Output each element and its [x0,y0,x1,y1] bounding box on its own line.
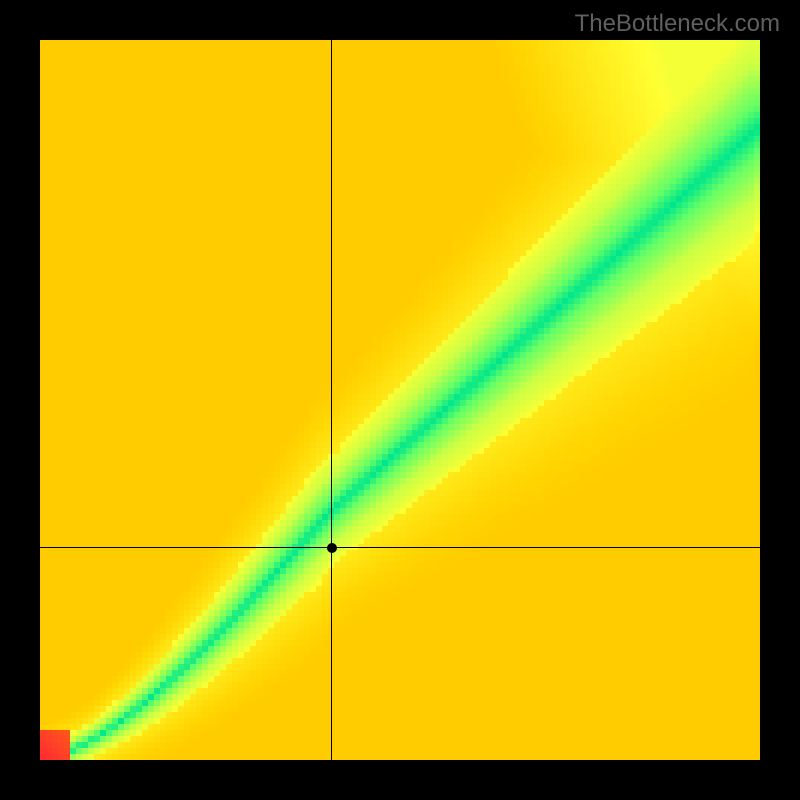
plot-area [40,40,760,760]
crosshair-vertical [331,40,332,760]
heatmap-canvas [40,40,760,760]
crosshair-marker [327,543,337,553]
crosshair-horizontal [40,547,760,548]
watermark-text: TheBottleneck.com [575,10,780,38]
